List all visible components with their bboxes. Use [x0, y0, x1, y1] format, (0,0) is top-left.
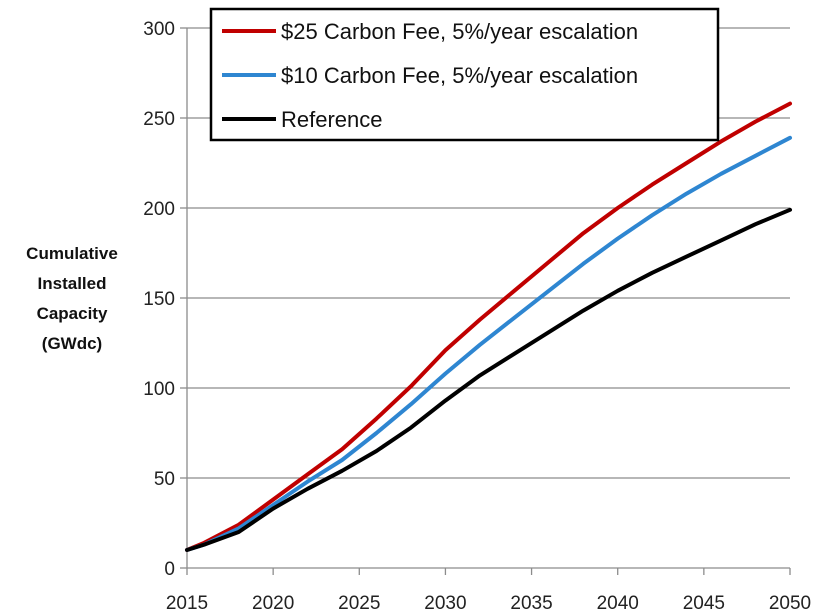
legend-label: $10 Carbon Fee, 5%/year escalation [281, 63, 638, 88]
series-line-0 [185, 101, 792, 552]
series-line-1 [185, 135, 792, 552]
x-tick-label: 2025 [338, 593, 380, 614]
y-tick-label: 300 [143, 19, 175, 40]
legend: $25 Carbon Fee, 5%/year escalation $10 Ca… [209, 7, 720, 142]
series-line-2 [185, 207, 792, 552]
x-tick-labels: 2015 2020 2025 2030 2035 2040 2045 2050 [166, 593, 811, 614]
y-tick-label: 250 [143, 109, 175, 130]
x-tick-label: 2040 [597, 593, 639, 614]
y-tick-label: 150 [143, 289, 175, 310]
axes [180, 27, 791, 575]
x-tick-label: 2035 [510, 593, 552, 614]
y-tick-label: 50 [154, 469, 175, 490]
x-tick-label: 2015 [166, 593, 208, 614]
x-tick-label: 2020 [252, 593, 294, 614]
x-tick-label: 2045 [683, 593, 725, 614]
y-tick-label: 200 [143, 199, 175, 220]
series-lines [185, 101, 792, 552]
legend-label: $25 Carbon Fee, 5%/year escalation [281, 19, 638, 44]
x-tick-label: 2050 [769, 593, 811, 614]
y-tick-label: 0 [164, 559, 175, 580]
y-tick-label: 100 [143, 379, 175, 400]
legend-box [209, 7, 720, 142]
y-axis-title: Cumulative Installed Capacity (GWdc) [26, 244, 118, 353]
y-axis-title-line: Installed [38, 274, 107, 293]
y-axis-title-line: Cumulative [26, 244, 118, 263]
y-axis-title-line: (GWdc) [42, 334, 102, 353]
y-axis-title-line: Capacity [37, 304, 108, 323]
y-tick-labels: 0 50 100 150 200 250 300 [143, 19, 175, 580]
x-tick-label: 2030 [424, 593, 466, 614]
legend-label: Reference [281, 107, 383, 132]
